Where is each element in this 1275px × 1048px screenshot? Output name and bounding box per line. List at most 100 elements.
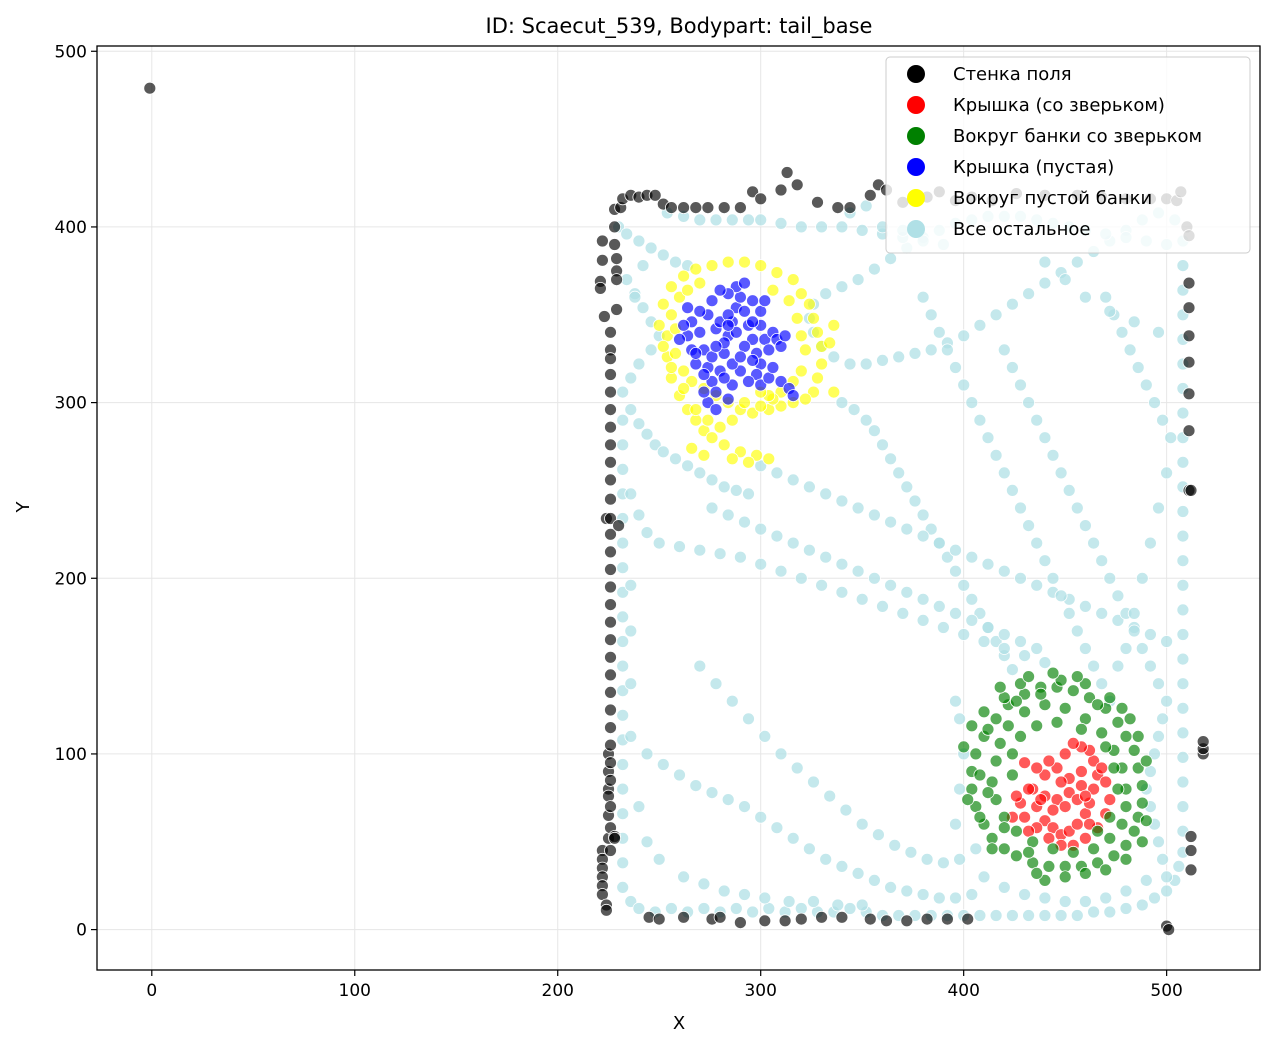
data-point — [900, 585, 914, 599]
data-point — [1070, 670, 1084, 683]
data-point — [835, 494, 849, 508]
data-point — [843, 201, 857, 215]
data-point — [610, 273, 623, 287]
data-point — [916, 290, 930, 304]
data-point — [725, 413, 739, 427]
data-point — [1079, 519, 1092, 532]
data-point — [1018, 649, 1031, 662]
data-point — [868, 424, 881, 438]
data-point — [1099, 775, 1113, 789]
data-point — [697, 877, 711, 891]
data-point — [1103, 810, 1117, 824]
data-point — [604, 473, 617, 487]
data-point — [997, 564, 1011, 578]
legend-label: Вокруг банки со зверьком — [953, 126, 1202, 147]
data-point — [1119, 852, 1133, 866]
data-point — [681, 283, 694, 297]
data-point — [1111, 589, 1125, 603]
data-point — [632, 234, 646, 248]
data-point — [843, 902, 857, 915]
data-point — [1095, 607, 1109, 620]
data-point — [973, 909, 987, 922]
data-point — [1135, 796, 1149, 810]
data-point — [965, 614, 979, 627]
data-point — [1176, 701, 1190, 715]
data-point — [989, 448, 1003, 462]
data-point — [1038, 656, 1052, 669]
data-point — [1160, 635, 1173, 648]
data-point — [610, 303, 623, 316]
data-point — [616, 659, 630, 673]
data-point — [941, 912, 954, 926]
data-point — [604, 368, 617, 381]
data-point — [709, 339, 723, 353]
data-point — [616, 856, 630, 870]
data-point — [786, 473, 800, 487]
data-point — [693, 325, 707, 339]
data-point — [1070, 255, 1084, 269]
data-point — [1095, 726, 1109, 740]
data-point — [624, 371, 638, 385]
data-point — [1022, 670, 1035, 683]
data-point — [738, 515, 751, 529]
data-point — [1148, 396, 1161, 410]
data-point — [693, 276, 707, 290]
data-point — [803, 842, 816, 856]
data-point — [1172, 860, 1186, 873]
data-point — [965, 719, 979, 733]
data-point — [799, 392, 812, 406]
data-point — [1119, 730, 1133, 743]
data-point — [835, 557, 849, 571]
data-point — [1038, 874, 1052, 887]
data-point — [677, 870, 690, 884]
data-point — [993, 737, 1007, 750]
data-point — [758, 294, 772, 308]
data-point — [835, 220, 849, 234]
data-point — [1079, 831, 1092, 845]
data-point — [636, 259, 650, 273]
data-point — [973, 768, 987, 782]
data-point — [693, 659, 707, 673]
data-point — [1087, 782, 1100, 796]
data-point — [717, 371, 731, 385]
data-point — [799, 343, 812, 357]
data-point — [977, 705, 991, 719]
data-point — [1010, 789, 1023, 803]
data-point — [770, 529, 784, 543]
data-point — [1070, 909, 1084, 922]
data-point — [989, 793, 1003, 806]
data-point — [916, 529, 930, 543]
data-point — [1018, 888, 1031, 901]
data-point — [742, 455, 755, 469]
data-point — [1054, 466, 1068, 480]
data-point — [624, 403, 638, 417]
data-point — [632, 357, 646, 371]
data-point — [656, 297, 670, 311]
data-point — [847, 403, 861, 417]
data-point — [1144, 659, 1157, 673]
data-point — [701, 413, 715, 427]
data-point — [835, 910, 849, 924]
data-point — [652, 536, 666, 550]
data-point — [831, 201, 845, 215]
data-point — [738, 304, 751, 318]
data-point — [709, 403, 723, 417]
data-point — [1184, 844, 1198, 857]
data-point — [1038, 909, 1052, 922]
data-point — [1103, 691, 1117, 705]
data-point — [1184, 863, 1198, 877]
data-point — [859, 357, 873, 371]
data-point — [1087, 905, 1100, 919]
data-point — [868, 874, 881, 887]
data-point — [780, 166, 794, 179]
data-point — [762, 452, 776, 466]
data-point — [604, 773, 617, 787]
data-point — [616, 807, 630, 821]
data-point — [957, 378, 971, 392]
legend: Стенка поля Крышка (со зверьком) Вокруг ба… — [885, 56, 1251, 254]
data-point — [1103, 831, 1117, 845]
data-point — [669, 255, 682, 269]
data-point — [640, 747, 654, 761]
data-point — [673, 290, 686, 304]
data-point — [1176, 505, 1190, 518]
